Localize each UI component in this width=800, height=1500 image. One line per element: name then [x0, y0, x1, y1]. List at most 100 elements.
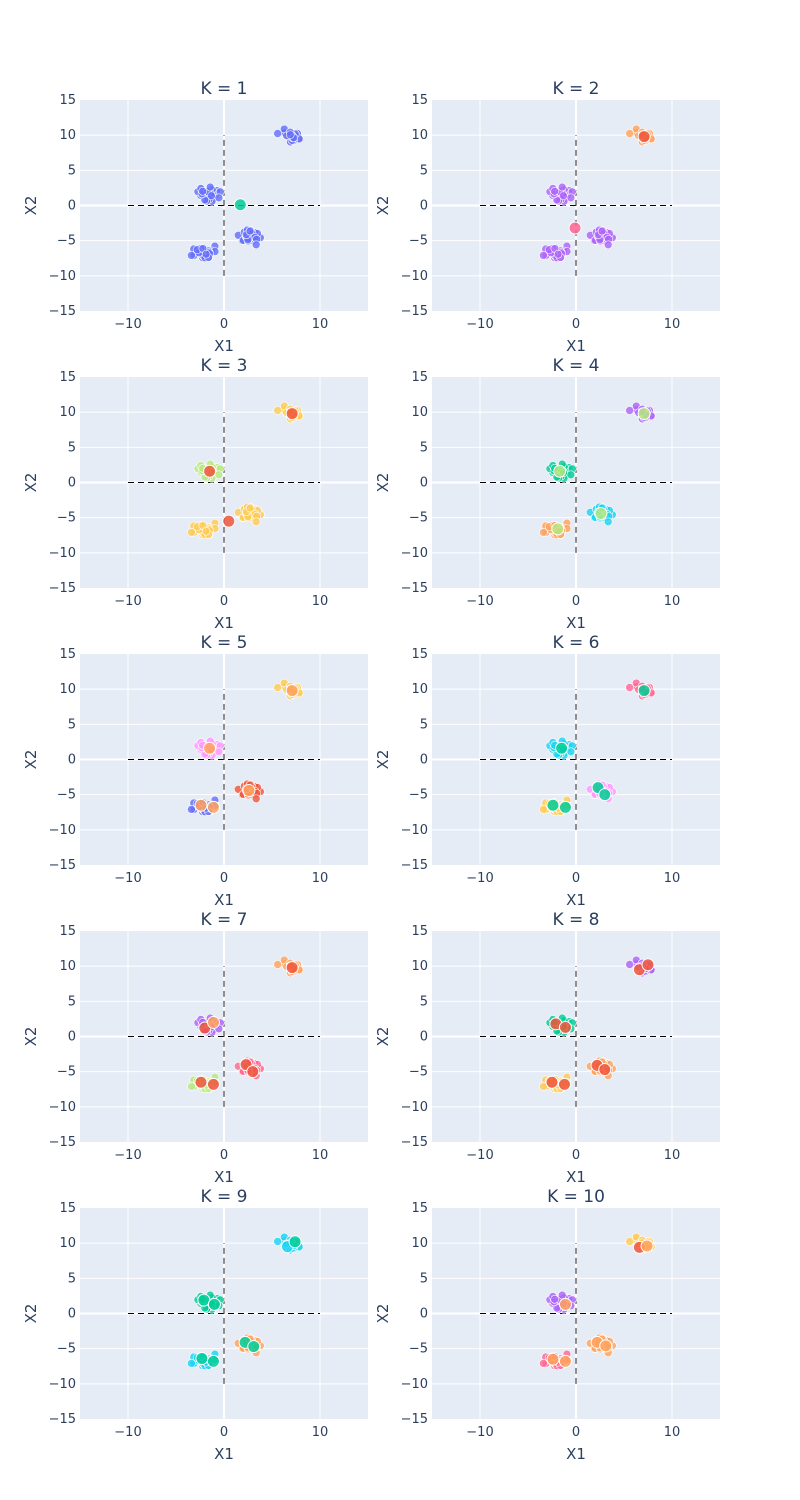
y-tick-label: −5 — [57, 1065, 76, 1080]
y-tick-label: 5 — [68, 994, 76, 1009]
data-point — [214, 193, 224, 203]
y-axis-title: X2 — [22, 473, 40, 493]
subplot-k6: K = 6 −15 −10 −5 0 5 10 15 −10 0 10 X1 X2 — [374, 633, 720, 909]
data-point — [245, 503, 255, 513]
data-point — [539, 528, 548, 537]
x-tick-label: 10 — [312, 594, 329, 609]
x-tick-label: −10 — [114, 871, 141, 886]
y-tick-label: 10 — [59, 128, 76, 143]
y-tick-label: 5 — [68, 163, 76, 178]
y-tick-label: −10 — [49, 1377, 76, 1392]
x-tick-label: 0 — [220, 871, 228, 886]
data-point — [201, 249, 211, 259]
centroid-marker — [285, 961, 299, 975]
y-tick-label: −5 — [409, 1342, 428, 1357]
x-tick-label: 0 — [572, 594, 580, 609]
x-axis-title: X1 — [214, 614, 234, 632]
data-point — [207, 191, 216, 201]
centroid-marker — [285, 684, 299, 698]
centroid-marker — [599, 1339, 613, 1353]
x-axis-title: X1 — [566, 337, 586, 355]
subplot-k7: K = 7 −15 −10 −5 0 5 10 15 −10 0 10 X1 X2 — [22, 910, 368, 1186]
y-tick-label: 5 — [420, 994, 428, 1009]
centroid-marker — [194, 1075, 208, 1089]
centroid-marker — [551, 522, 565, 536]
data-point — [566, 193, 576, 203]
y-axis-title: X2 — [374, 473, 392, 493]
centroid-marker — [194, 798, 208, 812]
centroid-marker — [637, 130, 651, 144]
centroid-marker — [203, 464, 217, 478]
y-tick-label: 15 — [411, 647, 428, 662]
subplot-title: K = 4 — [552, 356, 599, 376]
y-tick-label: −15 — [49, 858, 76, 873]
x-tick-label: 0 — [220, 317, 228, 332]
centroid-marker — [641, 958, 655, 972]
y-tick-label: −10 — [401, 546, 428, 561]
centroid-marker — [207, 1297, 221, 1311]
subplot-k1: K = 1 −15 −10 −5 0 5 10 15 −10 0 10 X1 X2 — [22, 79, 368, 355]
y-axis-title: X2 — [22, 750, 40, 770]
subplot-title: K = 2 — [552, 79, 599, 99]
y-axis-title: X2 — [22, 196, 40, 216]
y-axis-title: X2 — [22, 1304, 40, 1324]
subplot-k3: K = 3 −15 −10 −5 0 5 10 15 −10 0 10 X1 X2 — [22, 356, 368, 632]
y-tick-label: 15 — [411, 370, 428, 385]
x-tick-label: −10 — [114, 317, 141, 332]
y-tick-label: 0 — [68, 1030, 76, 1045]
y-tick-label: 0 — [68, 476, 76, 491]
centroid-marker — [558, 1354, 572, 1368]
y-tick-label: 10 — [59, 405, 76, 420]
data-point — [273, 683, 282, 692]
x-tick-label: 0 — [572, 871, 580, 886]
centroid-marker — [558, 800, 572, 814]
data-point — [187, 1082, 196, 1091]
centroid-marker — [203, 741, 217, 755]
subplot-k2: K = 2 −15 −10 −5 0 5 10 15 −10 0 10 X1 X2 — [374, 79, 720, 355]
data-point — [603, 517, 613, 527]
y-tick-label: 10 — [411, 682, 428, 697]
subplot-title: K = 8 — [552, 910, 599, 930]
data-point — [553, 249, 563, 259]
y-tick-label: 15 — [59, 93, 76, 108]
data-point — [187, 251, 196, 260]
y-axis-title: X2 — [374, 1304, 392, 1324]
data-point — [251, 240, 261, 250]
y-axis-title: X2 — [374, 750, 392, 770]
subplot-title: K = 10 — [547, 1187, 605, 1207]
y-tick-label: 5 — [68, 717, 76, 732]
data-point — [557, 182, 567, 192]
data-point — [550, 1295, 559, 1304]
y-tick-label: −5 — [57, 511, 76, 526]
y-tick-label: −5 — [57, 788, 76, 803]
x-tick-label: 10 — [664, 871, 681, 886]
x-tick-label: 10 — [312, 1148, 329, 1163]
x-tick-label: 10 — [312, 1425, 329, 1440]
data-point — [273, 129, 282, 138]
subplot-k5: K = 5 −15 −10 −5 0 5 10 15 −10 0 10 X1 X2 — [22, 633, 368, 909]
x-axis-title: X1 — [566, 1168, 586, 1186]
centroid-marker — [545, 1075, 559, 1089]
y-tick-label: −10 — [401, 1377, 428, 1392]
y-tick-label: −10 — [401, 269, 428, 284]
centroid-marker — [555, 741, 569, 755]
y-tick-label: −10 — [401, 823, 428, 838]
y-tick-label: 5 — [420, 717, 428, 732]
y-tick-label: −10 — [49, 1100, 76, 1115]
x-tick-label: −10 — [114, 1425, 141, 1440]
centroid-marker — [598, 788, 612, 802]
x-tick-label: 0 — [220, 594, 228, 609]
centroid-marker — [568, 221, 582, 235]
x-axis-title: X1 — [214, 337, 234, 355]
y-tick-label: 15 — [59, 1201, 76, 1216]
x-tick-label: 10 — [664, 594, 681, 609]
data-point — [201, 526, 211, 536]
y-tick-label: −10 — [49, 823, 76, 838]
y-tick-label: 5 — [68, 1271, 76, 1286]
centroid-marker — [546, 1352, 560, 1366]
x-axis-title: X1 — [566, 1445, 586, 1463]
data-point — [539, 251, 548, 260]
centroid-marker — [285, 407, 299, 421]
y-tick-label: −5 — [409, 511, 428, 526]
